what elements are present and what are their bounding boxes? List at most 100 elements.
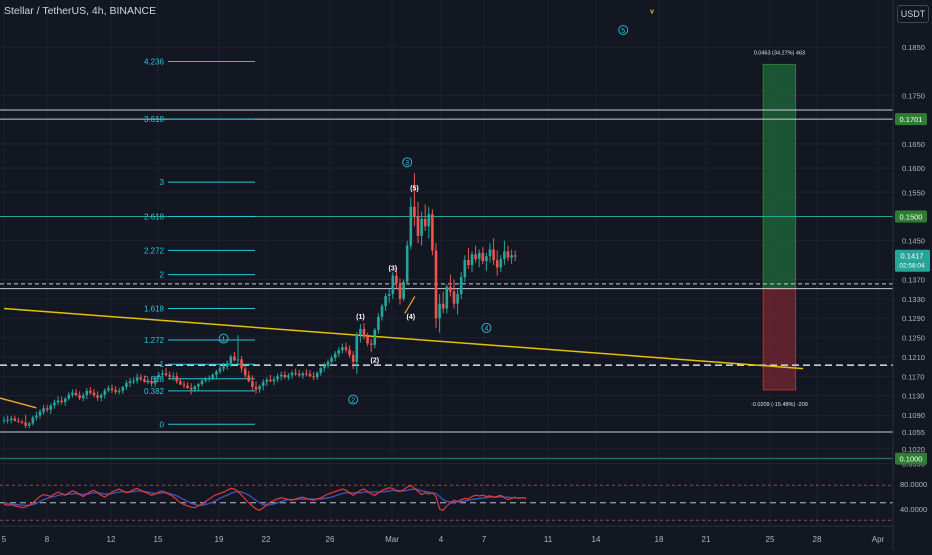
candle-body <box>49 405 53 410</box>
candle-body <box>330 357 333 362</box>
candle-body <box>380 306 384 317</box>
price-tick-label: 0.1450 <box>902 237 925 246</box>
time-tick-label: 14 <box>592 535 601 544</box>
candle-body <box>279 374 283 377</box>
last-price-badge <box>895 249 930 272</box>
price-tick-label: 0.1020 <box>902 445 925 454</box>
candle-body <box>117 390 121 392</box>
candle-body <box>351 355 355 362</box>
candle-body <box>99 394 103 398</box>
candle-body <box>153 377 157 384</box>
candle-body <box>168 374 171 377</box>
time-tick-label: 4 <box>439 535 444 544</box>
last-price-label: 0.1417 <box>901 252 924 261</box>
fib-label: 1.272 <box>144 336 165 345</box>
candle-body <box>456 294 459 304</box>
candle-body <box>405 245 409 282</box>
candle-body <box>449 286 452 292</box>
wave-circle <box>618 25 629 35</box>
candle-body <box>229 356 233 364</box>
candle-body <box>45 408 49 410</box>
price-tick-label: 0.1130 <box>902 392 924 401</box>
fib-label: 4.236 <box>144 58 165 67</box>
fib-label: 2.618 <box>144 213 165 222</box>
wave-label: v <box>650 9 654 16</box>
wave-label: (2) <box>371 357 380 364</box>
currency-button[interactable]: USDT <box>897 5 929 23</box>
candle-body <box>164 373 168 375</box>
candle-body <box>135 377 139 381</box>
price-tick-label: 0.1210 <box>902 353 925 362</box>
candle-body <box>359 328 362 335</box>
candle-body <box>341 347 344 351</box>
candle-body <box>510 255 513 258</box>
loss-zone <box>762 288 797 391</box>
fib-label: 3.618 <box>144 115 165 124</box>
candle-body <box>27 423 31 426</box>
candle-body <box>323 365 326 369</box>
candle-body <box>452 291 456 304</box>
candle-body <box>60 400 63 403</box>
chart-title: Stellar / TetherUS, 4h, BINANCE <box>4 5 157 17</box>
price-tick-label: 0.1250 <box>902 334 925 343</box>
candle-body <box>150 381 153 384</box>
time-tick-label: 25 <box>766 535 775 544</box>
candle-body <box>315 372 319 378</box>
candle-body <box>348 349 351 356</box>
candle-body <box>171 376 175 378</box>
candle-body <box>197 384 200 387</box>
candle-body <box>215 371 218 375</box>
candle-body <box>128 381 132 384</box>
wave4-trendline <box>404 296 416 314</box>
rsi-tick-label: 40.0000 <box>900 505 927 514</box>
candle-body <box>211 374 215 378</box>
candle-body <box>9 418 13 420</box>
price-tick-label: 0.1370 <box>902 275 925 284</box>
candle-body <box>495 260 499 268</box>
rsi-ma-line <box>3 488 526 507</box>
time-tick-label: 18 <box>655 535 664 544</box>
candle-body <box>78 395 81 399</box>
candle-body <box>366 336 369 344</box>
candle-body <box>189 387 193 390</box>
wave-circle <box>402 157 413 168</box>
candle-body <box>485 256 488 262</box>
candle-body <box>398 283 402 299</box>
candle-body <box>71 392 74 395</box>
stop-label: -0.0209 (-15.48%) -209 <box>751 402 808 408</box>
price-tick-label: 0.1550 <box>902 188 925 197</box>
position-zones: 0.0463 (34.27%) 463 -0.0209 (-15.48%) -20… <box>751 50 808 407</box>
candle-body <box>182 384 186 386</box>
candle-body <box>488 249 492 257</box>
candle-body <box>503 251 506 260</box>
time-tick-label: 19 <box>215 535 224 544</box>
candle-body <box>402 281 405 299</box>
candle-body <box>290 372 294 376</box>
price-badge <box>895 210 927 223</box>
candle-body <box>459 277 463 295</box>
candle-body <box>20 421 24 423</box>
fib-label: 1 <box>160 360 165 369</box>
time-axis: 5 8 12 15 19 22 26 Mar 4 7 11 14 18 21 25 28 Apr <box>2 535 885 544</box>
time-tick-label: 5 <box>2 535 7 544</box>
candle-body <box>344 347 348 350</box>
candle-body <box>387 294 391 296</box>
candle-body <box>6 419 9 421</box>
candle-body <box>236 359 240 361</box>
candle-body <box>312 376 315 378</box>
candle-body <box>492 249 495 261</box>
wave-label: (4) <box>407 314 416 321</box>
candle-body <box>81 395 85 399</box>
candle-body <box>409 206 413 246</box>
price-badge <box>895 113 927 126</box>
candle-body <box>297 373 301 376</box>
price-axis: 0.1850 0.1750 0.1650 0.1600 0.1550 0.1450 0.13… <box>892 0 930 550</box>
candle-body <box>13 418 17 421</box>
wave-label: 4 <box>484 326 488 333</box>
time-tick-label: 11 <box>544 535 553 544</box>
wave-labels: 1 2 3 4 5 v (1) (2) (3) (4) (5) <box>218 9 654 405</box>
price-tick-label: 0.1055 <box>902 428 925 437</box>
candle-body <box>258 386 261 390</box>
candle-body <box>513 255 517 257</box>
